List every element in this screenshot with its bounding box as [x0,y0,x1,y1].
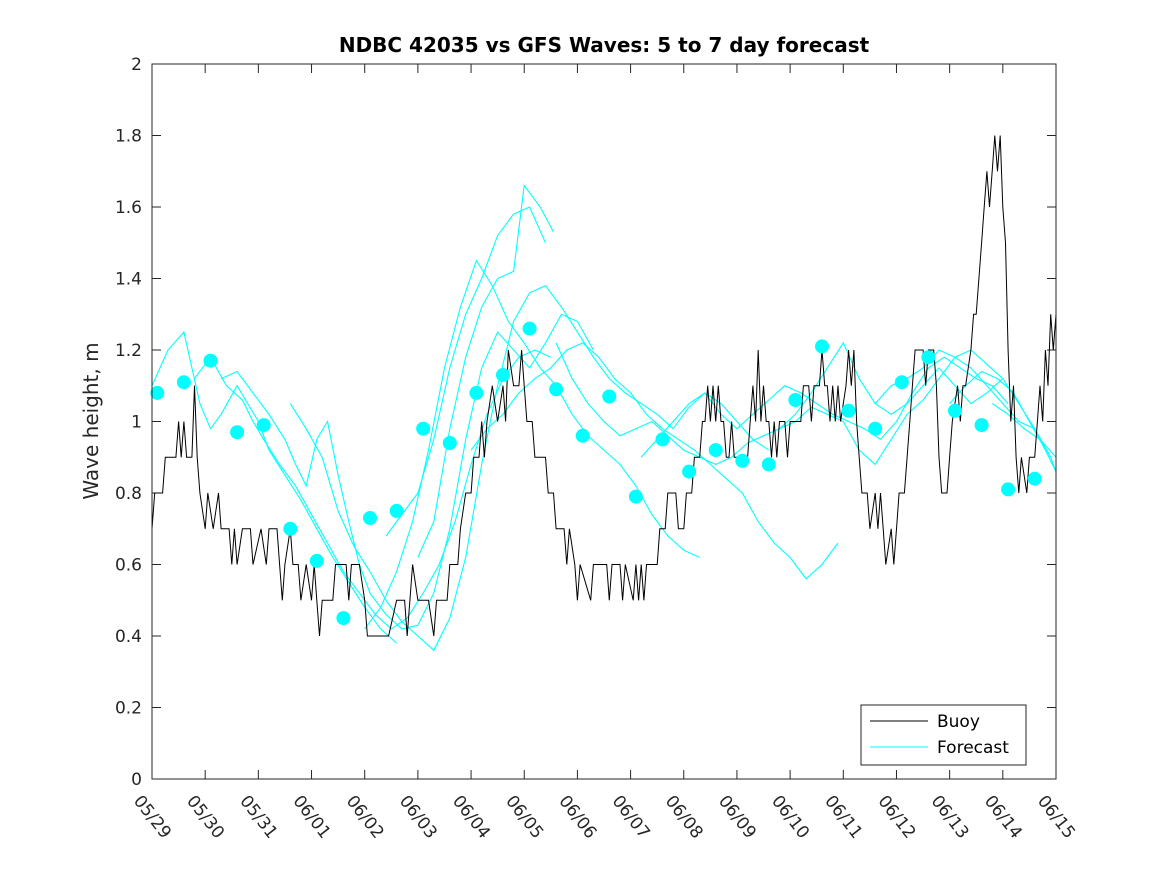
forecast-line-11 [779,341,1057,472]
forecast-line-14 [991,403,1057,458]
forecast-marker [256,418,271,433]
forecast-marker [389,503,404,518]
y-tick-label: 1.6 [115,198,142,218]
forecast-line-6 [385,206,547,537]
y-tick-label: 1.8 [115,127,142,147]
forecast-marker [655,432,670,447]
forecast-marker [894,375,909,390]
forecast-marker [469,385,484,400]
forecast-marker [708,443,723,458]
legend: Buoy Forecast [860,704,1027,766]
y-tick-label: 1.4 [115,270,142,290]
forecast-marker [230,425,245,440]
forecast-line-7 [417,184,554,558]
forecast-line-13 [949,370,1057,472]
forecast-marker [309,553,324,568]
forecast-marker [788,393,803,407]
legend-box [860,704,1027,766]
forecast-marker [682,464,697,479]
forecast-marker [628,489,643,504]
forecast-marker [868,421,883,436]
forecast-marker [176,375,191,390]
y-axis: 0 0.2 0.4 0.6 0.8 1 1.2 1.4 1.6 1.8 2 [115,55,1056,790]
y-tick-label: 0 [131,770,142,790]
forecast-line-1 [151,330,397,644]
y-tick-label: 0.2 [115,699,142,719]
y-tick-label: 1 [131,413,142,433]
y-tick-label: 0.8 [115,484,142,504]
chart-title: NDBC 42035 vs GFS Waves: 5 to 7 day fore… [339,33,870,57]
forecast-marker [974,418,989,433]
y-tick-label: 2 [131,55,142,75]
forecast-marker [363,511,377,525]
buoy-line [151,135,1057,637]
legend-forecast-label: Forecast [937,738,1009,758]
series-layer [150,135,1057,652]
forecast-marker [496,368,510,382]
forecast-line-4 [289,285,770,652]
forecast-marker [735,453,750,468]
forecast-marker [602,389,617,404]
legend-buoy-label: Buoy [937,712,980,732]
forecast-marker [522,321,537,336]
forecast-line-2 [194,349,552,630]
forecast-line-10 [640,356,1009,458]
forecast-marker [575,428,590,443]
forecast-marker [761,457,776,472]
y-axis-label: Wave height, m [79,342,103,499]
forecast-marker [1001,482,1016,497]
forecast-marker [841,403,856,418]
forecast-marker [150,385,165,400]
forecast-marker [416,421,431,436]
plot-frame [151,63,1057,780]
forecast-marker [948,403,962,418]
y-tick-label: 1.2 [115,341,142,361]
forecast-marker [203,353,218,368]
y-tick-label: 0.4 [115,627,142,647]
forecast-line-8 [470,342,839,580]
forecast-marker [336,611,351,626]
y-tick-label: 0.6 [115,556,142,576]
forecast-marker [921,350,936,365]
forecast-marker [815,339,829,354]
forecast-marker [283,521,298,536]
forecast-marker [1027,471,1042,486]
forecast-line-3 [220,313,594,630]
forecast-marker [442,436,457,450]
forecast-marker [549,382,564,397]
